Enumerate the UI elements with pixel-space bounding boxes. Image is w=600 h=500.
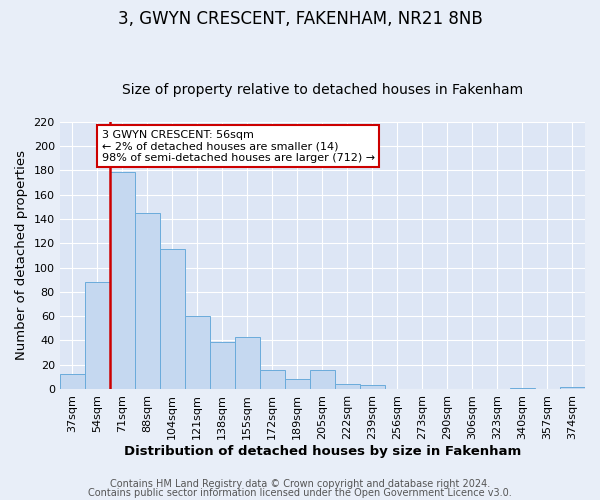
Bar	[110, 172, 135, 389]
Bar	[510, 388, 535, 389]
Text: Contains HM Land Registry data © Crown copyright and database right 2024.: Contains HM Land Registry data © Crown c…	[110, 479, 490, 489]
Y-axis label: Number of detached properties: Number of detached properties	[15, 150, 28, 360]
Title: Size of property relative to detached houses in Fakenham: Size of property relative to detached ho…	[122, 83, 523, 97]
X-axis label: Distribution of detached houses by size in Fakenham: Distribution of detached houses by size …	[124, 444, 521, 458]
Bar	[235, 336, 260, 389]
Bar	[260, 370, 285, 389]
Text: 3 GWYN CRESCENT: 56sqm
← 2% of detached houses are smaller (14)
98% of semi-deta: 3 GWYN CRESCENT: 56sqm ← 2% of detached …	[101, 130, 375, 163]
Bar	[335, 384, 360, 389]
Bar	[135, 213, 160, 389]
Bar	[310, 370, 335, 389]
Bar	[285, 379, 310, 389]
Bar	[360, 386, 385, 389]
Text: Contains public sector information licensed under the Open Government Licence v3: Contains public sector information licen…	[88, 488, 512, 498]
Bar	[210, 342, 235, 389]
Text: 3, GWYN CRESCENT, FAKENHAM, NR21 8NB: 3, GWYN CRESCENT, FAKENHAM, NR21 8NB	[118, 10, 482, 28]
Bar	[560, 386, 585, 389]
Bar	[185, 316, 210, 389]
Bar	[160, 250, 185, 389]
Bar	[59, 374, 85, 389]
Bar	[85, 282, 110, 389]
